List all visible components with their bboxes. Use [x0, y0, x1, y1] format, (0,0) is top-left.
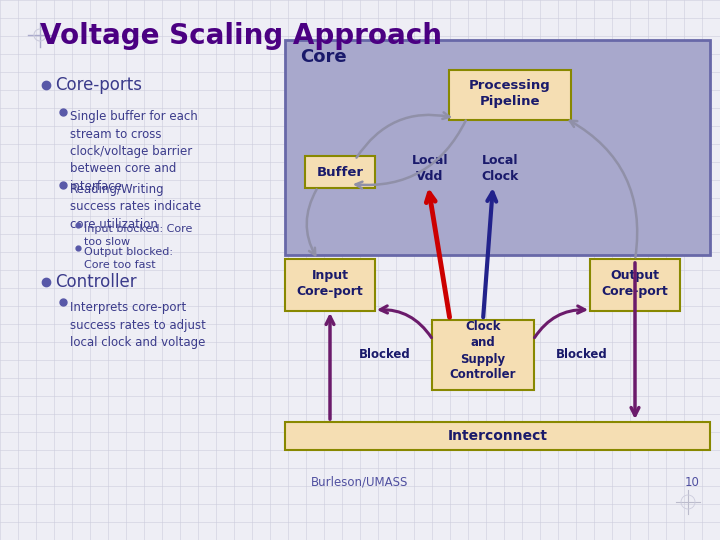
- Text: Buffer: Buffer: [317, 165, 364, 179]
- Text: 10: 10: [685, 476, 700, 489]
- Text: Local
Vdd: Local Vdd: [412, 153, 449, 183]
- FancyBboxPatch shape: [285, 40, 710, 255]
- Text: Interprets core-port
success rates to adjust
local clock and voltage: Interprets core-port success rates to ad…: [70, 301, 206, 349]
- Text: Burleson/UMASS: Burleson/UMASS: [311, 476, 409, 489]
- Text: Interconnect: Interconnect: [448, 429, 547, 443]
- FancyBboxPatch shape: [449, 70, 571, 120]
- Text: Controller: Controller: [55, 273, 137, 291]
- Text: Clock
and
Supply
Controller: Clock and Supply Controller: [450, 321, 516, 381]
- Text: Output
Core-port: Output Core-port: [602, 268, 668, 298]
- Text: Core-ports: Core-ports: [55, 76, 142, 94]
- Text: Blocked: Blocked: [359, 348, 411, 361]
- FancyBboxPatch shape: [285, 259, 375, 311]
- Text: Reading/Writing
success rates indicate
core utilization: Reading/Writing success rates indicate c…: [70, 183, 201, 231]
- Text: Core: Core: [300, 48, 346, 66]
- FancyBboxPatch shape: [590, 259, 680, 311]
- FancyBboxPatch shape: [432, 320, 534, 390]
- FancyBboxPatch shape: [305, 156, 375, 188]
- Text: Input
Core-port: Input Core-port: [297, 268, 364, 298]
- Text: Voltage Scaling Approach: Voltage Scaling Approach: [40, 22, 442, 50]
- Text: Blocked: Blocked: [556, 348, 608, 361]
- FancyBboxPatch shape: [285, 422, 710, 450]
- Text: Input blocked: Core
too slow: Input blocked: Core too slow: [84, 224, 192, 247]
- Text: Output blocked:
Core too fast: Output blocked: Core too fast: [84, 247, 173, 270]
- Text: Local
Clock: Local Clock: [481, 153, 518, 183]
- Text: Single buffer for each
stream to cross
clock/voltage barrier
between core and
in: Single buffer for each stream to cross c…: [70, 110, 198, 193]
- Text: Processing
Pipeline: Processing Pipeline: [469, 78, 551, 107]
